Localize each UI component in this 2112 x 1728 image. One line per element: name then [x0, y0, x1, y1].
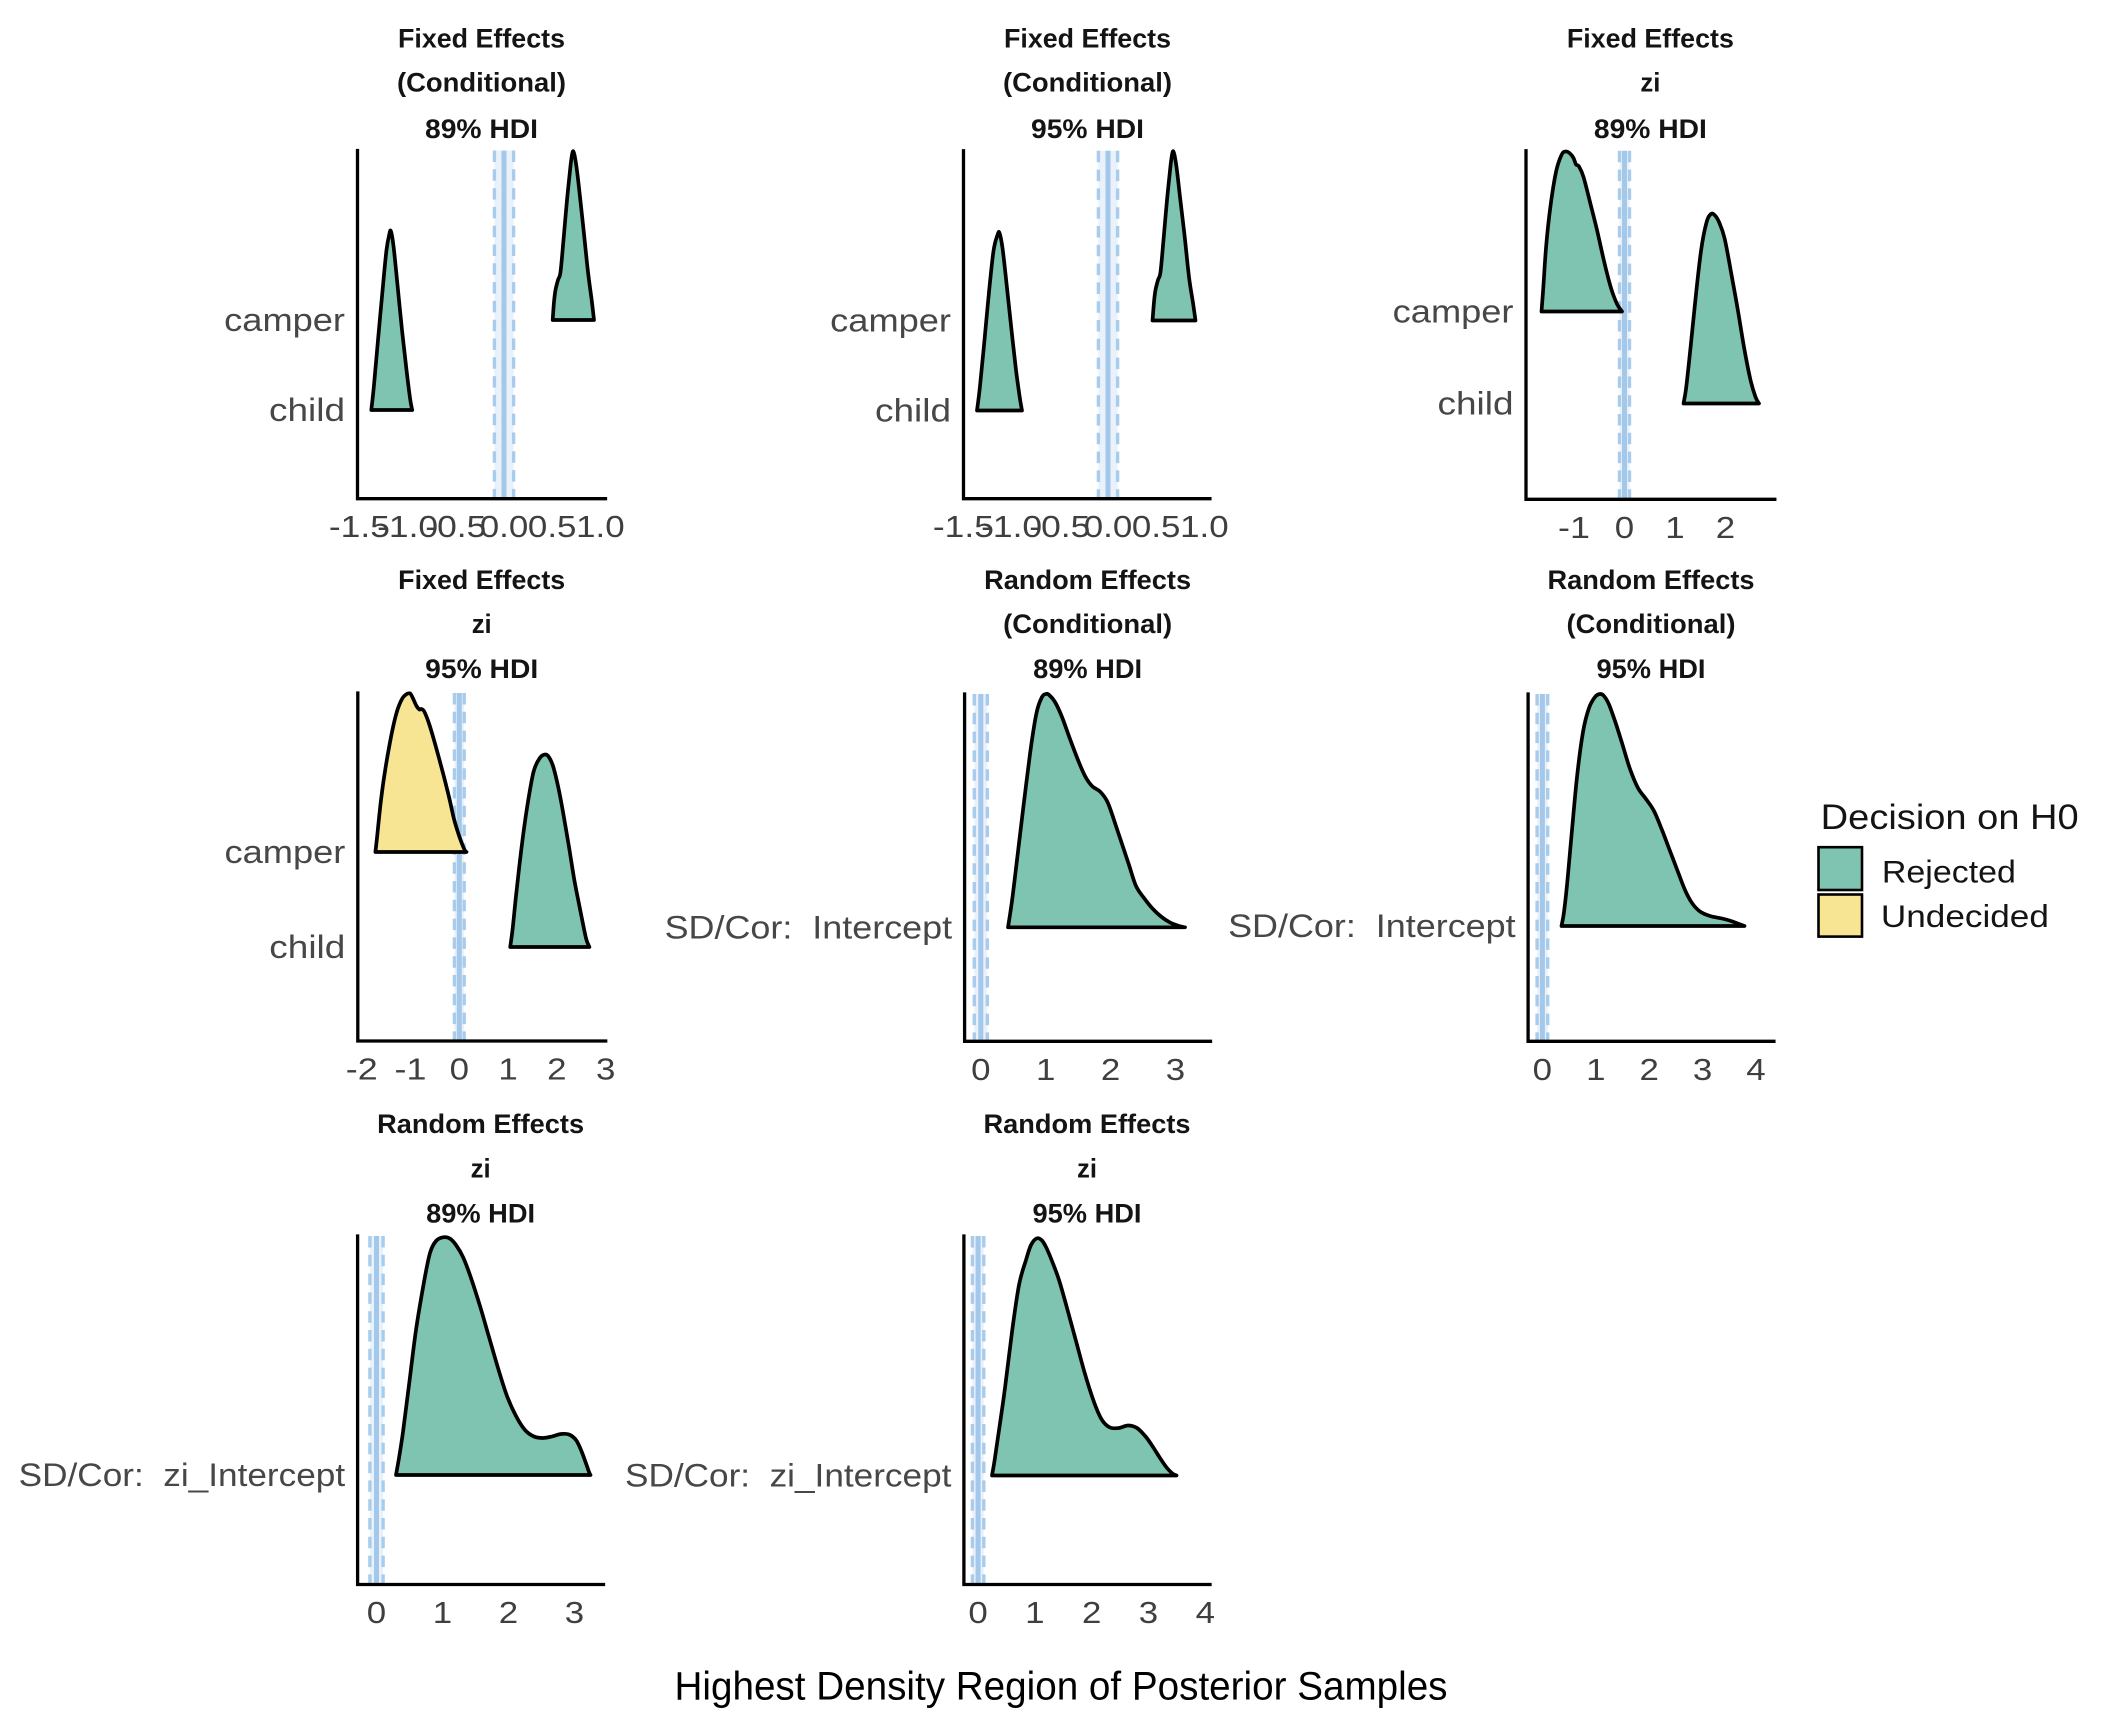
svg-text:89% HDI: 89% HDI — [425, 114, 538, 144]
svg-text:Rejected: Rejected — [1882, 853, 2016, 889]
svg-text:0.5: 0.5 — [1132, 510, 1181, 544]
svg-text:SD/Cor: zi_Intercept: SD/Cor: zi_Intercept — [19, 1457, 346, 1493]
svg-text:camper: camper — [225, 834, 346, 870]
svg-text:-0.5: -0.5 — [1029, 510, 1090, 544]
svg-text:Fixed Effects: Fixed Effects — [1004, 23, 1171, 53]
svg-text:95% HDI: 95% HDI — [1597, 654, 1706, 684]
svg-text:2: 2 — [1716, 511, 1735, 545]
svg-text:1.0: 1.0 — [576, 510, 625, 544]
svg-text:zi: zi — [471, 1153, 491, 1183]
svg-text:(Conditional): (Conditional) — [397, 68, 566, 98]
svg-text:95% HDI: 95% HDI — [1033, 1199, 1142, 1229]
svg-text:-1.5: -1.5 — [933, 510, 994, 544]
svg-text:SD/Cor: Intercept: SD/Cor: Intercept — [1228, 908, 1516, 944]
svg-text:89% HDI: 89% HDI — [1594, 114, 1707, 144]
svg-text:camper: camper — [224, 302, 345, 338]
svg-text:3: 3 — [1166, 1053, 1185, 1087]
svg-text:Decision on H0: Decision on H0 — [1821, 798, 2079, 837]
svg-text:-1.0: -1.0 — [981, 510, 1042, 544]
svg-text:(Conditional): (Conditional) — [1003, 609, 1172, 639]
svg-text:-1: -1 — [395, 1053, 427, 1087]
svg-text:-1: -1 — [1558, 511, 1590, 545]
svg-text:3: 3 — [1139, 1596, 1158, 1630]
svg-text:(Conditional): (Conditional) — [1003, 68, 1172, 98]
svg-text:95% HDI: 95% HDI — [1031, 114, 1144, 144]
svg-text:2: 2 — [499, 1596, 518, 1630]
svg-text:1.0: 1.0 — [1180, 510, 1229, 544]
svg-text:zi: zi — [1077, 1153, 1097, 1183]
svg-text:child: child — [875, 393, 951, 429]
svg-text:camper: camper — [1393, 294, 1514, 330]
svg-text:1: 1 — [498, 1053, 517, 1087]
svg-text:0: 0 — [1533, 1053, 1552, 1087]
svg-text:SD/Cor: Intercept: SD/Cor: Intercept — [665, 909, 953, 945]
svg-text:Random Effects: Random Effects — [377, 1109, 584, 1139]
svg-text:Highest Density Region of Post: Highest Density Region of Posterior Samp… — [675, 1665, 1448, 1709]
svg-text:-1.5: -1.5 — [329, 510, 390, 544]
svg-text:2: 2 — [1101, 1053, 1120, 1087]
svg-text:1: 1 — [1036, 1053, 1055, 1087]
svg-text:Fixed Effects: Fixed Effects — [1567, 23, 1734, 53]
svg-text:2: 2 — [1640, 1053, 1659, 1087]
svg-text:Fixed Effects: Fixed Effects — [398, 23, 565, 53]
svg-text:(Conditional): (Conditional) — [1567, 609, 1736, 639]
svg-text:child: child — [269, 392, 345, 428]
svg-text:95% HDI: 95% HDI — [425, 654, 538, 684]
svg-text:zi: zi — [1640, 68, 1660, 98]
svg-text:0.0: 0.0 — [1084, 510, 1133, 544]
svg-text:1: 1 — [1025, 1596, 1044, 1630]
svg-text:0: 0 — [367, 1596, 386, 1630]
svg-text:Random Effects: Random Effects — [1548, 565, 1755, 595]
svg-text:zi: zi — [472, 609, 492, 639]
svg-text:4: 4 — [1746, 1053, 1765, 1087]
svg-text:child: child — [1438, 386, 1514, 422]
svg-text:3: 3 — [565, 1596, 584, 1630]
svg-text:89% HDI: 89% HDI — [426, 1199, 535, 1229]
svg-text:0: 0 — [971, 1053, 990, 1087]
svg-text:Undecided: Undecided — [1881, 898, 2049, 934]
svg-text:0: 0 — [968, 1596, 987, 1630]
svg-text:child: child — [269, 929, 345, 965]
svg-text:-2: -2 — [346, 1053, 378, 1087]
svg-text:SD/Cor: zi_Intercept: SD/Cor: zi_Intercept — [625, 1458, 952, 1494]
svg-text:-1.0: -1.0 — [377, 510, 438, 544]
svg-text:Fixed Effects: Fixed Effects — [398, 565, 565, 595]
svg-text:0.0: 0.0 — [480, 510, 529, 544]
svg-text:1: 1 — [1586, 1053, 1605, 1087]
svg-text:camper: camper — [830, 303, 951, 339]
svg-text:3: 3 — [1693, 1053, 1712, 1087]
svg-text:0: 0 — [1615, 511, 1634, 545]
svg-text:3: 3 — [596, 1053, 615, 1087]
svg-text:4: 4 — [1196, 1596, 1215, 1630]
svg-text:1: 1 — [433, 1596, 452, 1630]
svg-text:0: 0 — [450, 1053, 469, 1087]
svg-text:-0.5: -0.5 — [425, 510, 486, 544]
svg-text:Random Effects: Random Effects — [984, 565, 1191, 595]
svg-text:1: 1 — [1665, 511, 1684, 545]
svg-text:0.5: 0.5 — [528, 510, 577, 544]
svg-text:89% HDI: 89% HDI — [1033, 654, 1142, 684]
svg-text:Random Effects: Random Effects — [984, 1109, 1191, 1139]
svg-text:2: 2 — [547, 1053, 566, 1087]
svg-text:2: 2 — [1082, 1596, 1101, 1630]
